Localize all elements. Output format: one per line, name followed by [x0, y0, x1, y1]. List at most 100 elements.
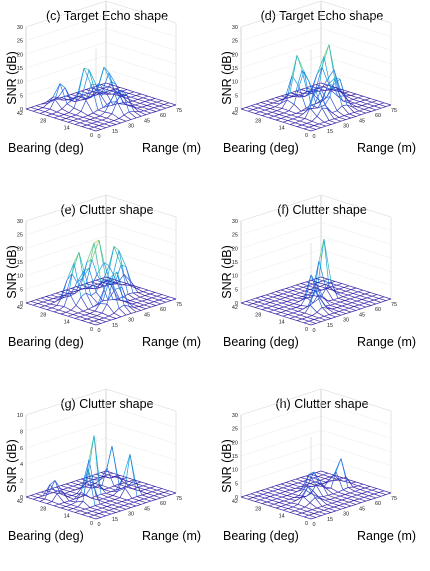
y-axis-label-d: Bearing (deg)	[223, 141, 299, 155]
mesh-line	[319, 318, 326, 320]
mesh-line	[68, 509, 73, 511]
mesh-line	[40, 306, 45, 308]
y-tick-label: 0	[305, 133, 308, 139]
mesh-line	[279, 113, 284, 115]
mesh-line	[114, 507, 119, 509]
mesh-line	[262, 308, 267, 310]
mesh-line	[371, 304, 376, 306]
mesh-line	[89, 515, 94, 517]
mesh-line	[159, 494, 166, 496]
mesh-line	[72, 494, 77, 496]
mesh-line	[82, 515, 89, 517]
mesh-line	[96, 474, 103, 476]
mesh-line	[347, 498, 354, 500]
mesh-line	[312, 312, 317, 315]
mesh-line	[334, 119, 341, 121]
mesh-line	[96, 517, 101, 519]
mesh-line	[73, 313, 78, 315]
z-tick-label: 5	[20, 93, 23, 99]
mesh-line	[276, 98, 283, 100]
mesh-line	[33, 305, 40, 307]
mesh-line	[328, 494, 333, 495]
mesh-line	[328, 301, 335, 304]
mesh-line	[356, 503, 361, 505]
mesh-line	[356, 309, 361, 311]
mesh-line	[144, 303, 149, 305]
mesh-line	[143, 290, 148, 292]
mesh-line	[66, 506, 73, 508]
mesh-line	[69, 108, 74, 113]
mesh-line	[90, 311, 95, 313]
mesh-line	[56, 292, 61, 294]
mesh-line	[353, 99, 360, 101]
mesh-line	[355, 490, 360, 492]
mesh-line	[341, 314, 346, 316]
mesh-line	[291, 479, 296, 481]
mesh-line	[267, 502, 274, 504]
mesh-line	[273, 103, 280, 104]
mesh-line	[124, 112, 129, 115]
x-tick-label: 15	[112, 129, 118, 135]
mesh-line	[269, 310, 274, 312]
mesh-line	[354, 112, 361, 114]
mesh-line	[344, 114, 349, 116]
mesh-line	[134, 502, 141, 504]
mesh-line	[288, 509, 295, 511]
mesh-line	[36, 492, 41, 494]
mesh-line	[157, 102, 164, 104]
mesh-line	[301, 476, 306, 478]
mesh-line	[329, 313, 334, 315]
mesh-line	[261, 101, 266, 103]
mesh-line	[363, 96, 370, 98]
mesh-line	[117, 502, 122, 504]
y-axis-label-h: Bearing (deg)	[223, 529, 299, 543]
mesh-line	[109, 510, 116, 512]
mesh-line	[268, 297, 273, 299]
mesh-line	[350, 297, 355, 299]
mesh-line	[83, 501, 90, 507]
mesh-line	[288, 507, 293, 509]
mesh-line	[298, 289, 305, 291]
mesh-line	[307, 317, 314, 319]
mesh-line	[71, 502, 76, 505]
mesh-line	[295, 121, 300, 123]
mesh-line	[338, 298, 345, 300]
y-tick-label: 0	[90, 521, 93, 527]
mesh-line	[64, 503, 71, 505]
mesh-line	[140, 296, 145, 298]
mesh-line	[372, 296, 379, 298]
mesh-line	[142, 495, 149, 497]
mesh-line	[282, 108, 289, 110]
mesh-line	[317, 108, 322, 116]
mesh-line	[298, 481, 303, 483]
mesh-line	[114, 308, 119, 313]
mesh-line	[284, 113, 291, 115]
mesh-line	[289, 104, 294, 110]
mesh-line	[266, 99, 271, 101]
mesh-line	[342, 284, 349, 286]
mesh-line	[305, 503, 310, 507]
x-tick-label: 60	[375, 501, 381, 507]
mesh-line	[52, 502, 59, 505]
mesh-line	[84, 495, 91, 498]
mesh-line	[362, 104, 367, 106]
mesh-line	[271, 98, 276, 100]
mesh-line	[138, 293, 145, 296]
mesh-line	[369, 106, 374, 108]
mesh-line	[73, 486, 80, 488]
mesh-line	[94, 320, 99, 322]
y-tick-label: 28	[40, 118, 46, 124]
x-tick-label: 0	[97, 522, 100, 528]
mesh-line	[296, 478, 301, 480]
mesh-line	[258, 494, 263, 496]
mesh-line	[119, 308, 126, 315]
mesh-line	[365, 488, 372, 490]
mesh-line	[292, 492, 297, 494]
mesh-line	[276, 120, 283, 122]
mesh-line	[47, 504, 54, 506]
mesh-line	[293, 291, 300, 293]
mesh-line	[293, 483, 298, 485]
mesh-line	[93, 110, 98, 113]
mesh-line	[366, 112, 371, 114]
mesh-line	[348, 487, 353, 488]
